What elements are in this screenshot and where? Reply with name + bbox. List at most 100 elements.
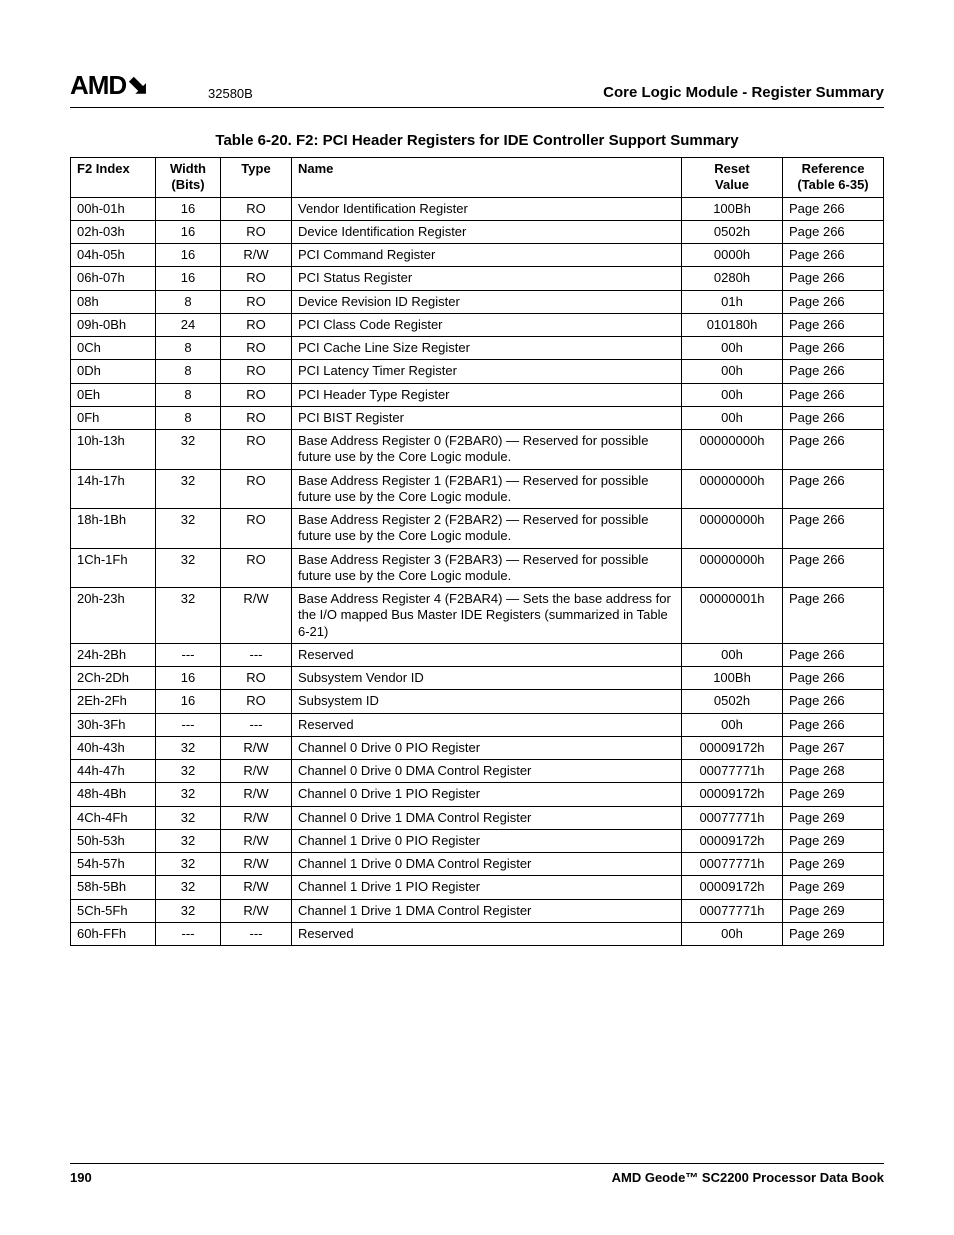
cell-ref: Page 266 xyxy=(783,360,884,383)
cell-name: PCI Command Register xyxy=(292,244,682,267)
cell-index: 18h-1Bh xyxy=(71,509,156,549)
col-header-index-text: F2 Index xyxy=(77,161,130,176)
cell-ref: Page 266 xyxy=(783,197,884,220)
table-row: 0Eh8ROPCI Header Type Register00hPage 26… xyxy=(71,383,884,406)
cell-type: RO xyxy=(221,337,292,360)
logo-text: AMD xyxy=(70,70,126,101)
col-header-width-bottom: (Bits) xyxy=(171,177,204,192)
cell-width: 32 xyxy=(156,430,221,470)
cell-width: 24 xyxy=(156,313,221,336)
cell-width: 8 xyxy=(156,406,221,429)
book-title: AMD Geode™ SC2200 Processor Data Book xyxy=(612,1170,884,1185)
cell-width: 32 xyxy=(156,548,221,588)
cell-name: Base Address Register 0 (F2BAR0) — Reser… xyxy=(292,430,682,470)
cell-index: 04h-05h xyxy=(71,244,156,267)
cell-reset: 00009172h xyxy=(682,829,783,852)
cell-type: RO xyxy=(221,690,292,713)
col-header-reset-bottom: Value xyxy=(715,177,749,192)
cell-reset: 0502h xyxy=(682,690,783,713)
table-row: 50h-53h32R/WChannel 1 Drive 0 PIO Regist… xyxy=(71,829,884,852)
cell-ref: Page 266 xyxy=(783,337,884,360)
cell-width: 16 xyxy=(156,667,221,690)
cell-width: 16 xyxy=(156,244,221,267)
table-row: 18h-1Bh32ROBase Address Register 2 (F2BA… xyxy=(71,509,884,549)
cell-ref: Page 266 xyxy=(783,667,884,690)
cell-ref: Page 266 xyxy=(783,383,884,406)
cell-width: 16 xyxy=(156,220,221,243)
cell-reset: 00h xyxy=(682,406,783,429)
table-row: 20h-23h32R/WBase Address Register 4 (F2B… xyxy=(71,588,884,644)
table-row: 04h-05h16R/WPCI Command Register0000hPag… xyxy=(71,244,884,267)
table-row: 58h-5Bh32R/WChannel 1 Drive 1 PIO Regist… xyxy=(71,876,884,899)
cell-width: 32 xyxy=(156,588,221,644)
cell-reset: 100Bh xyxy=(682,667,783,690)
cell-index: 0Dh xyxy=(71,360,156,383)
cell-width: 32 xyxy=(156,509,221,549)
table-row: 09h-0Bh24ROPCI Class Code Register010180… xyxy=(71,313,884,336)
cell-width: 32 xyxy=(156,783,221,806)
table-row: 40h-43h32R/WChannel 0 Drive 0 PIO Regist… xyxy=(71,736,884,759)
cell-index: 60h-FFh xyxy=(71,922,156,945)
cell-type: RO xyxy=(221,313,292,336)
cell-ref: Page 266 xyxy=(783,220,884,243)
cell-type: RO xyxy=(221,469,292,509)
table-row: 14h-17h32ROBase Address Register 1 (F2BA… xyxy=(71,469,884,509)
cell-reset: 00h xyxy=(682,713,783,736)
cell-reset: 0000h xyxy=(682,244,783,267)
cell-index: 14h-17h xyxy=(71,469,156,509)
cell-name: Subsystem Vendor ID xyxy=(292,667,682,690)
cell-index: 24h-2Bh xyxy=(71,643,156,666)
table-row: 24h-2Bh------Reserved00hPage 266 xyxy=(71,643,884,666)
cell-ref: Page 266 xyxy=(783,588,884,644)
cell-type: RO xyxy=(221,667,292,690)
cell-name: Base Address Register 3 (F2BAR3) — Reser… xyxy=(292,548,682,588)
cell-name: PCI Class Code Register xyxy=(292,313,682,336)
cell-ref: Page 269 xyxy=(783,853,884,876)
cell-index: 40h-43h xyxy=(71,736,156,759)
cell-ref: Page 266 xyxy=(783,244,884,267)
cell-index: 30h-3Fh xyxy=(71,713,156,736)
cell-name: Subsystem ID xyxy=(292,690,682,713)
cell-reset: 00h xyxy=(682,383,783,406)
cell-name: PCI BIST Register xyxy=(292,406,682,429)
cell-type: R/W xyxy=(221,853,292,876)
cell-reset: 0280h xyxy=(682,267,783,290)
col-header-reset-top: Reset xyxy=(714,161,749,176)
cell-type: --- xyxy=(221,922,292,945)
cell-index: 48h-4Bh xyxy=(71,783,156,806)
cell-ref: Page 267 xyxy=(783,736,884,759)
cell-index: 10h-13h xyxy=(71,430,156,470)
cell-reset: 00000000h xyxy=(682,469,783,509)
cell-ref: Page 268 xyxy=(783,760,884,783)
cell-index: 54h-57h xyxy=(71,853,156,876)
col-header-ref-top: Reference xyxy=(802,161,865,176)
register-table: F2 Index Width (Bits) Type Name Reset Va… xyxy=(70,157,884,946)
col-header-width: Width (Bits) xyxy=(156,158,221,198)
cell-type: R/W xyxy=(221,829,292,852)
cell-width: 8 xyxy=(156,337,221,360)
cell-index: 20h-23h xyxy=(71,588,156,644)
table-row: 08h8RODevice Revision ID Register01hPage… xyxy=(71,290,884,313)
cell-width: 32 xyxy=(156,853,221,876)
cell-reset: 100Bh xyxy=(682,197,783,220)
table-row: 4Ch-4Fh32R/WChannel 0 Drive 1 DMA Contro… xyxy=(71,806,884,829)
cell-type: RO xyxy=(221,406,292,429)
cell-ref: Page 266 xyxy=(783,406,884,429)
cell-type: RO xyxy=(221,360,292,383)
cell-type: R/W xyxy=(221,876,292,899)
col-header-type-text: Type xyxy=(241,161,270,176)
page-number: 190 xyxy=(70,1170,92,1185)
table-row: 06h-07h16ROPCI Status Register0280hPage … xyxy=(71,267,884,290)
cell-ref: Page 266 xyxy=(783,713,884,736)
cell-ref: Page 269 xyxy=(783,922,884,945)
table-row: 00h-01h16ROVendor Identification Registe… xyxy=(71,197,884,220)
cell-reset: 00000000h xyxy=(682,509,783,549)
cell-type: RO xyxy=(221,383,292,406)
cell-reset: 010180h xyxy=(682,313,783,336)
table-row: 2Eh-2Fh16ROSubsystem ID0502hPage 266 xyxy=(71,690,884,713)
cell-type: RO xyxy=(221,509,292,549)
cell-width: 32 xyxy=(156,829,221,852)
cell-name: Device Revision ID Register xyxy=(292,290,682,313)
cell-reset: 00000000h xyxy=(682,548,783,588)
cell-index: 06h-07h xyxy=(71,267,156,290)
